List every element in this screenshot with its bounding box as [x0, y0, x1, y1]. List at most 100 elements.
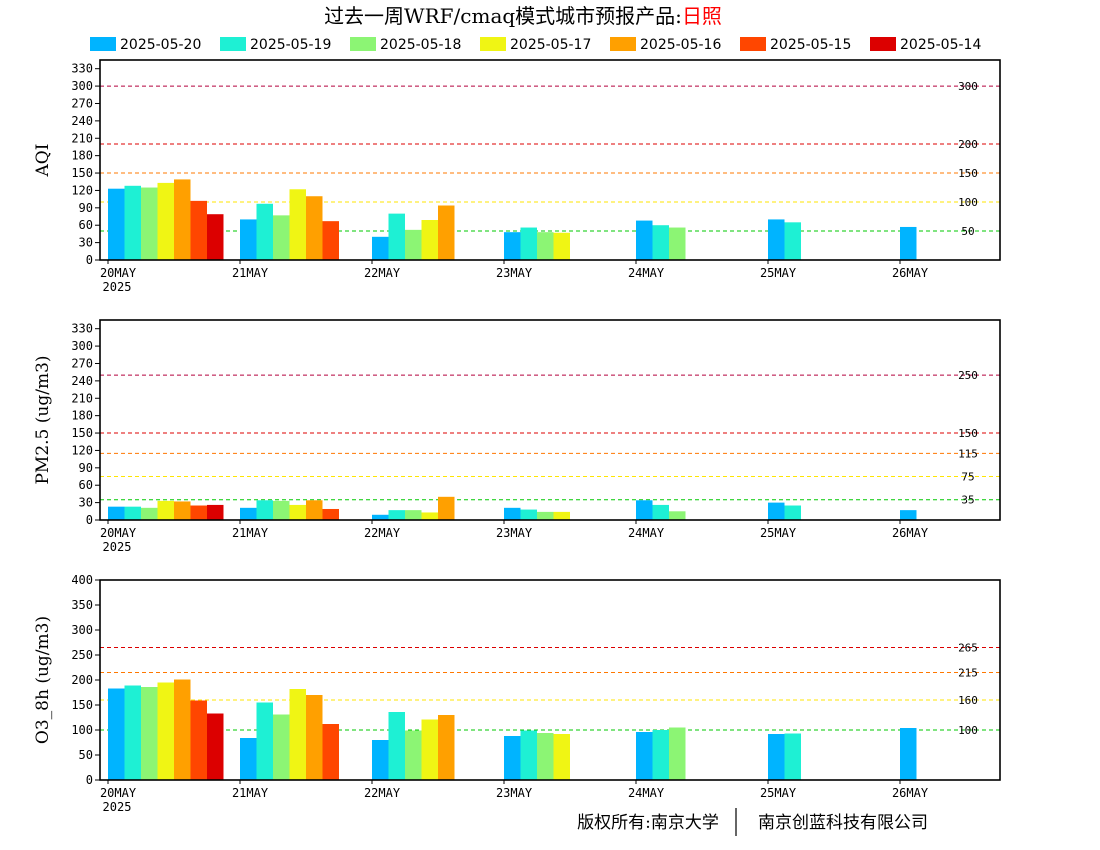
x-tick-label: 26MAY — [892, 786, 929, 800]
bar — [372, 236, 389, 260]
bar — [900, 510, 917, 520]
x-tick-label: 21MAY — [232, 266, 269, 280]
bar — [108, 688, 125, 780]
bar — [157, 500, 174, 520]
y-tick-label: 0 — [86, 513, 93, 527]
bar — [520, 509, 537, 520]
y-tick-label: 300 — [71, 623, 93, 637]
bar — [141, 187, 158, 260]
x-tick-label: 25MAY — [760, 266, 797, 280]
bar — [240, 219, 257, 260]
plot-frame — [99, 59, 1001, 261]
bar — [768, 734, 785, 780]
x-tick-label: 24MAY — [628, 526, 665, 540]
bar — [174, 501, 191, 520]
y-tick-label: 120 — [71, 443, 93, 457]
x-tick-label: 21MAY — [232, 786, 269, 800]
y-tick-label: 270 — [71, 96, 93, 110]
bar — [438, 496, 455, 520]
bar — [141, 507, 158, 520]
y-tick-label: 60 — [79, 478, 93, 492]
bar — [256, 500, 273, 520]
legend-swatch — [480, 37, 506, 51]
bar — [900, 226, 917, 260]
bar — [669, 227, 686, 260]
y-tick-label: 150 — [71, 698, 93, 712]
bar — [372, 740, 389, 780]
y-tick-label: 120 — [71, 183, 93, 197]
bar — [405, 730, 422, 780]
footer: 版权所有:南京大学 南京创蓝科技有限公司 — [577, 808, 928, 836]
bar — [322, 508, 339, 520]
chart-panels: 3002001501005003060901201501802102402703… — [33, 59, 1001, 814]
x-tick-label: 20MAY — [100, 526, 137, 540]
x-tick-label: 20MAY — [100, 266, 137, 280]
bar — [124, 185, 141, 260]
bar — [504, 232, 521, 260]
chart-title-city: 日照 — [682, 4, 722, 28]
x-tick-label: 20MAY — [100, 786, 137, 800]
legend-label: 2025-05-20 — [120, 37, 201, 53]
bar — [256, 203, 273, 260]
bar — [405, 510, 422, 520]
x-tick-label: 26MAY — [892, 526, 929, 540]
bar — [405, 229, 422, 260]
bar — [141, 687, 158, 780]
legend-swatch — [90, 37, 116, 51]
bar — [240, 738, 257, 780]
threshold-label: 200 — [958, 138, 978, 151]
legend-swatch — [870, 37, 896, 51]
bar — [768, 219, 785, 260]
y-tick-label: 400 — [71, 573, 93, 587]
bar — [108, 188, 125, 260]
y-tick-label: 30 — [79, 496, 93, 510]
bar — [289, 504, 306, 520]
bar — [306, 695, 323, 780]
bar — [207, 713, 224, 780]
bar — [652, 504, 669, 520]
legend-swatch — [350, 37, 376, 51]
bar — [273, 215, 290, 260]
plot-frame — [99, 319, 1001, 521]
legend-label: 2025-05-16 — [640, 37, 721, 53]
y-tick-label: 200 — [71, 673, 93, 687]
bar — [421, 220, 438, 260]
bar — [636, 500, 653, 520]
threshold-label: 35 — [961, 494, 974, 507]
bar — [157, 682, 174, 780]
x-year-label: 2025 — [103, 280, 132, 294]
legend-label: 2025-05-14 — [900, 37, 981, 53]
bar — [190, 505, 207, 520]
bar — [553, 511, 570, 520]
y-tick-label: 240 — [71, 374, 93, 388]
bar — [306, 500, 323, 520]
y-tick-label: 50 — [79, 748, 93, 762]
footer-company: 南京创蓝科技有限公司 — [758, 813, 928, 833]
threshold-label: 150 — [958, 167, 978, 180]
bar — [520, 227, 537, 260]
threshold-label: 215 — [958, 667, 978, 680]
legend-label: 2025-05-17 — [510, 37, 591, 53]
bar — [256, 702, 273, 780]
y-axis-label: AQI — [33, 144, 53, 178]
bar — [273, 500, 290, 520]
bar — [388, 712, 405, 780]
bar — [784, 505, 801, 520]
bar — [636, 220, 653, 260]
x-tick-label: 22MAY — [364, 526, 401, 540]
threshold-label: 100 — [958, 724, 978, 737]
x-tick-label: 26MAY — [892, 266, 929, 280]
y-tick-label: 0 — [86, 773, 93, 787]
legend-label: 2025-05-15 — [770, 37, 851, 53]
y-tick-label: 250 — [71, 648, 93, 662]
y-tick-label: 100 — [71, 723, 93, 737]
bar — [421, 719, 438, 780]
y-tick-label: 60 — [79, 218, 93, 232]
y-tick-label: 270 — [71, 356, 93, 370]
legend-label: 2025-05-18 — [380, 37, 461, 53]
bar — [421, 512, 438, 520]
y-tick-label: 300 — [71, 79, 93, 93]
threshold-label: 115 — [958, 447, 978, 460]
bar — [784, 222, 801, 260]
